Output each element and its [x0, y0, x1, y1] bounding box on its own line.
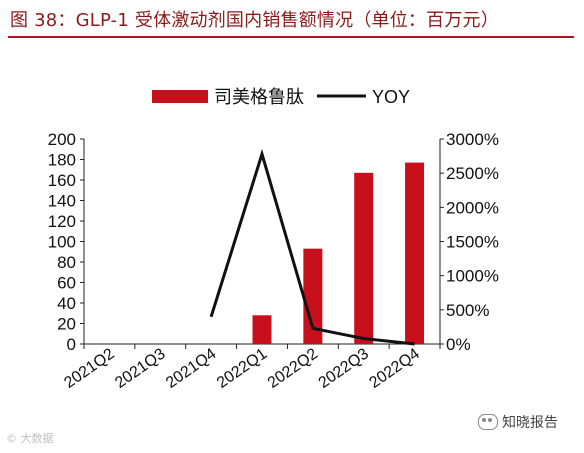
y-right-tick-label: 500% — [446, 301, 489, 320]
bar — [405, 162, 425, 344]
watermark-right-label: 知晓报告 — [502, 415, 558, 431]
yoy-point — [210, 316, 212, 318]
x-tick-label: 2021Q4 — [163, 345, 219, 392]
bar — [303, 248, 323, 344]
y-left-tick-label: 80 — [57, 253, 76, 272]
yoy-point — [414, 343, 416, 345]
y-left-tick-label: 120 — [48, 212, 76, 231]
yoy-point — [312, 327, 314, 329]
title-divider — [8, 36, 574, 38]
legend-swatch-bar — [152, 90, 208, 103]
bar — [252, 315, 272, 344]
y-left-tick-label: 160 — [48, 171, 76, 190]
x-tick-label: 2022Q4 — [366, 345, 422, 392]
y-right-tick-label: 1000% — [446, 267, 499, 286]
chart-title: 图 38：GLP-1 受体激动剂国内销售额情况（单位：百万元） — [10, 10, 499, 31]
x-tick-label: 2022Q1 — [214, 345, 270, 392]
wechat-icon — [478, 414, 498, 430]
y-right-tick-label: 0% — [446, 335, 471, 354]
watermark-right: 知晓报告 — [478, 412, 558, 432]
y-left-tick-label: 200 — [48, 130, 76, 149]
y-left-tick-label: 140 — [48, 192, 76, 211]
watermark-left: © 大数据 — [6, 432, 54, 445]
x-tick-label: 2021Q3 — [112, 345, 168, 392]
y-right-tick-label: 3000% — [446, 130, 499, 149]
bar — [354, 172, 374, 344]
legend-label-bar: 司美格鲁肽 — [214, 87, 304, 107]
y-right-tick-label: 2500% — [446, 164, 499, 183]
x-tick-label: 2022Q2 — [265, 345, 321, 392]
y-right-tick-label: 1500% — [446, 233, 499, 252]
y-left-tick-label: 40 — [57, 294, 76, 313]
y-left-tick-label: 0 — [67, 335, 76, 354]
y-left-tick-label: 60 — [57, 274, 76, 293]
legend-label-line: YOY — [372, 87, 410, 107]
yoy-point — [363, 338, 365, 340]
y-left-tick-label: 180 — [48, 151, 76, 170]
yoy-point — [261, 153, 263, 155]
y-right-tick-label: 2000% — [446, 198, 499, 217]
x-tick-label: 2022Q3 — [316, 345, 372, 392]
y-left-tick-label: 100 — [48, 233, 76, 252]
y-left-tick-label: 20 — [57, 315, 76, 334]
